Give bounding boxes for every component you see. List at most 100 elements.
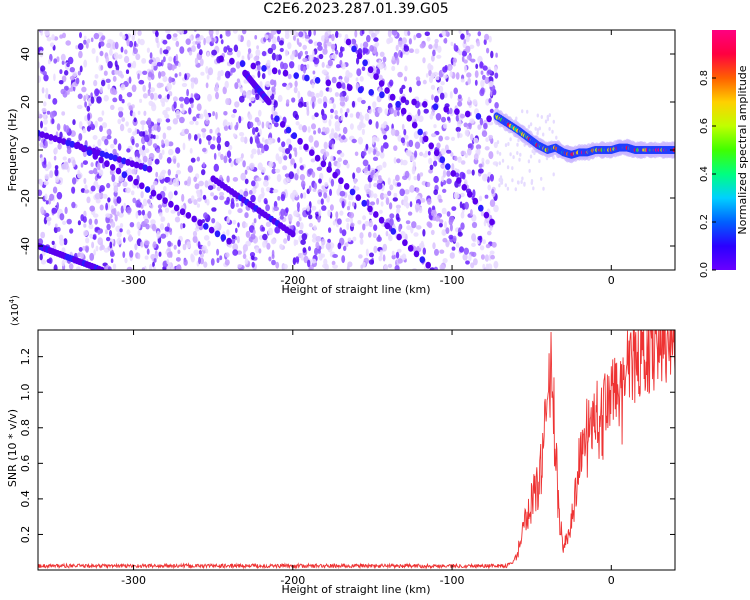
noise-blob	[373, 245, 378, 254]
y-tick-label: 20	[19, 95, 32, 109]
noise-blob	[299, 222, 304, 230]
noise-blob	[126, 266, 133, 270]
noise-blob	[85, 246, 89, 253]
noise-blob	[283, 263, 288, 270]
noise-blob	[236, 250, 242, 255]
noise-blob	[452, 235, 457, 243]
noise-blob	[48, 257, 53, 265]
noise-blob	[49, 170, 54, 179]
noise-blob	[489, 199, 496, 208]
noise-blob	[128, 105, 133, 111]
noise-blob	[315, 92, 321, 98]
noise-blob	[270, 238, 276, 245]
noise-blob	[373, 224, 378, 231]
noise-blob	[75, 77, 80, 85]
snr-y-exponent-power: 4	[8, 298, 16, 303]
noise-blob	[184, 180, 188, 186]
noise-blob	[429, 164, 434, 170]
noise-blob	[166, 176, 171, 183]
noise-blob	[175, 53, 179, 62]
noise-blob	[122, 181, 128, 188]
noise-blob	[86, 125, 91, 132]
noise-blob	[78, 133, 83, 141]
noise-blob	[400, 51, 403, 59]
noise-blob	[430, 84, 436, 90]
streak-dot	[144, 186, 151, 193]
noise-blob	[193, 176, 198, 183]
noise-blob	[112, 263, 117, 270]
noise-blob	[387, 263, 393, 268]
noise-blob	[83, 210, 87, 218]
noise-blob	[395, 44, 399, 52]
noise-blob	[506, 165, 510, 170]
noise-blob	[429, 267, 436, 270]
noise-blob	[85, 93, 89, 100]
noise-blob	[215, 111, 218, 120]
noise-blob	[240, 136, 245, 143]
noise-blob	[306, 101, 309, 107]
noise-blob	[401, 123, 405, 131]
noise-blob	[118, 162, 124, 169]
noise-blob	[311, 123, 316, 130]
noise-blob	[110, 251, 115, 257]
noise-blob	[383, 264, 388, 270]
noise-blob	[536, 131, 539, 136]
noise-blob	[290, 158, 296, 165]
noise-blob	[377, 234, 381, 242]
x-tick-label: -200	[280, 274, 305, 287]
noise-blob	[450, 41, 454, 47]
noise-blob	[148, 152, 155, 160]
noise-blob	[373, 182, 378, 188]
noise-blob	[455, 126, 461, 133]
noise-blob	[96, 96, 102, 104]
noise-blob	[395, 213, 400, 221]
noise-blob	[527, 159, 531, 164]
noise-blob	[351, 100, 356, 108]
noise-blob	[484, 194, 489, 199]
noise-blob	[441, 30, 446, 37]
noise-blob	[245, 230, 251, 238]
noise-blob	[234, 82, 239, 90]
noise-blob	[194, 183, 200, 190]
y-tick-label: -20	[19, 189, 32, 207]
noise-blob	[318, 209, 322, 217]
streak-dot	[373, 211, 379, 218]
noise-blob	[442, 258, 448, 264]
x-tick-label: -100	[440, 274, 465, 287]
noise-blob	[357, 220, 362, 225]
noise-blob	[348, 201, 352, 208]
noise-blob	[332, 103, 336, 110]
noise-blob	[116, 211, 120, 217]
noise-blob	[139, 98, 143, 103]
noise-blob	[401, 159, 408, 166]
noise-blob	[401, 37, 407, 45]
noise-blob	[422, 247, 426, 255]
noise-blob	[271, 249, 275, 257]
noise-blob	[84, 184, 88, 191]
noise-blob	[202, 194, 207, 200]
noise-blob	[265, 34, 269, 40]
noise-blob	[126, 168, 132, 176]
noise-blob	[196, 156, 200, 162]
x-tick-label: -300	[121, 274, 146, 287]
noise-blob	[254, 126, 259, 133]
noise-blob	[54, 168, 59, 177]
noise-blob	[152, 143, 158, 149]
noise-blob	[46, 216, 52, 222]
noise-blob	[131, 33, 136, 42]
noise-blob	[422, 79, 427, 85]
x-tick-label: 0	[608, 574, 615, 587]
noise-blob	[212, 111, 216, 117]
noise-blob	[92, 135, 98, 140]
noise-blob	[203, 261, 208, 268]
streak-dot	[125, 158, 131, 166]
noise-blob	[475, 63, 479, 69]
noise-blob	[414, 141, 421, 149]
noise-blob	[409, 48, 414, 53]
noise-blob	[415, 113, 419, 122]
noise-blob	[168, 141, 174, 147]
noise-blob	[166, 93, 170, 100]
noise-blob	[355, 77, 359, 82]
noise-blob	[339, 100, 345, 107]
noise-blob	[171, 64, 175, 71]
